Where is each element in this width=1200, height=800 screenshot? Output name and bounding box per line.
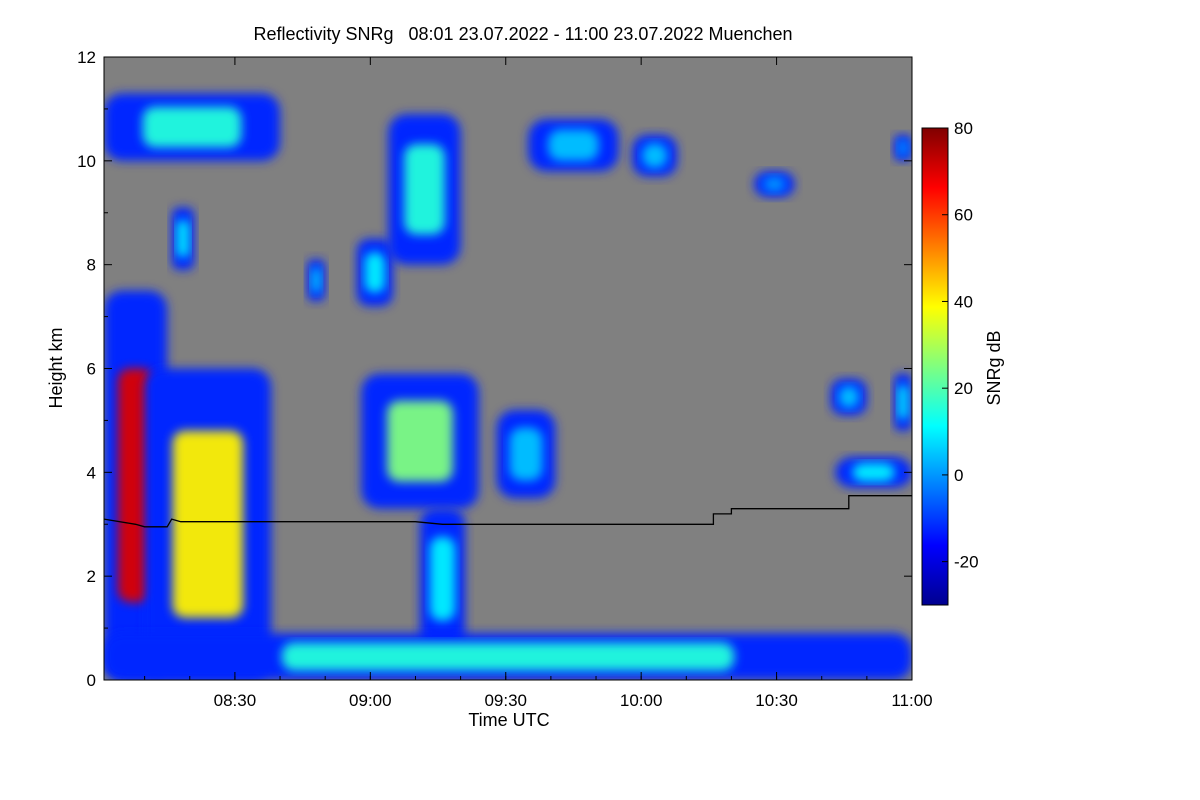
echo-core (897, 385, 909, 420)
echo-core (509, 427, 543, 481)
echo-region (361, 373, 479, 509)
echo-core (404, 144, 445, 235)
overlay-line-layer (104, 495, 912, 528)
echo-region (632, 134, 678, 177)
echo-region (754, 171, 795, 198)
echo-layer (104, 93, 912, 680)
x-tick-label: 10:30 (755, 691, 798, 710)
echo-core (142, 106, 242, 148)
echo-core (172, 430, 244, 618)
colorbar-tick-label: 80 (954, 119, 973, 138)
echo-region (893, 373, 912, 431)
echo-core (548, 129, 599, 161)
y-tick-label: 12 (77, 48, 96, 67)
colorbar-axis: -20 0 20 40 60 80 (942, 119, 979, 572)
echo-region (528, 119, 619, 172)
colorbar-tick-label: 20 (954, 379, 973, 398)
echo-region (893, 134, 912, 161)
echo-core (897, 140, 909, 156)
y-tick-label: 10 (77, 152, 96, 171)
echo-core (281, 642, 735, 671)
echo-core (387, 400, 453, 482)
echo-region (835, 456, 912, 488)
y-axis: 0 2 4 6 8 10 12 (77, 48, 912, 690)
echo-core (838, 386, 859, 408)
echo-region (104, 633, 912, 680)
x-tick-label: 08:30 (214, 691, 257, 710)
echo-region (830, 378, 867, 416)
colorbar-tick-label: 0 (954, 466, 963, 485)
echo-region (171, 207, 195, 270)
echo-region (144, 368, 272, 680)
echo-core (117, 368, 154, 603)
y-tick-label: 0 (87, 671, 96, 690)
echo-core (852, 462, 896, 482)
echo-region (104, 93, 281, 161)
echo-region (388, 114, 461, 265)
y-tick-label: 6 (87, 360, 96, 379)
overlay-line (104, 495, 912, 528)
echo-core (642, 143, 668, 169)
x-axis-title: Time UTC (468, 710, 549, 730)
echo-region (419, 508, 466, 649)
colorbar-title: SNRg dB (984, 330, 1004, 405)
echo-region (496, 410, 556, 499)
x-tick-label: 11:00 (891, 691, 932, 710)
y-tick-label: 2 (87, 567, 96, 586)
echo-core (762, 176, 786, 192)
colorbar-tick-label: 40 (954, 292, 973, 311)
y-tick-label: 8 (87, 256, 96, 275)
colorbar-tick-label: 60 (954, 206, 973, 225)
y-tick-label: 4 (87, 463, 96, 482)
echo-core (429, 536, 456, 621)
colorbar-tick-label: -20 (954, 553, 979, 572)
x-tick-label: 09:30 (484, 691, 527, 710)
x-tick-label: 10:00 (620, 691, 663, 710)
echo-core (311, 267, 322, 293)
echo-core (364, 252, 385, 293)
echo-region (307, 259, 326, 302)
echo-region (356, 238, 393, 307)
echo-core (176, 220, 190, 258)
colorbar (921, 127, 949, 606)
x-axis: 08:30 09:00 09:30 10:00 10:30 11:00 (144, 57, 933, 710)
x-tick-label: 09:00 (349, 691, 392, 710)
chart-title: Reflectivity SNRg 08:01 23.07.2022 - 11:… (253, 24, 792, 44)
y-axis-title: Height km (46, 327, 66, 408)
